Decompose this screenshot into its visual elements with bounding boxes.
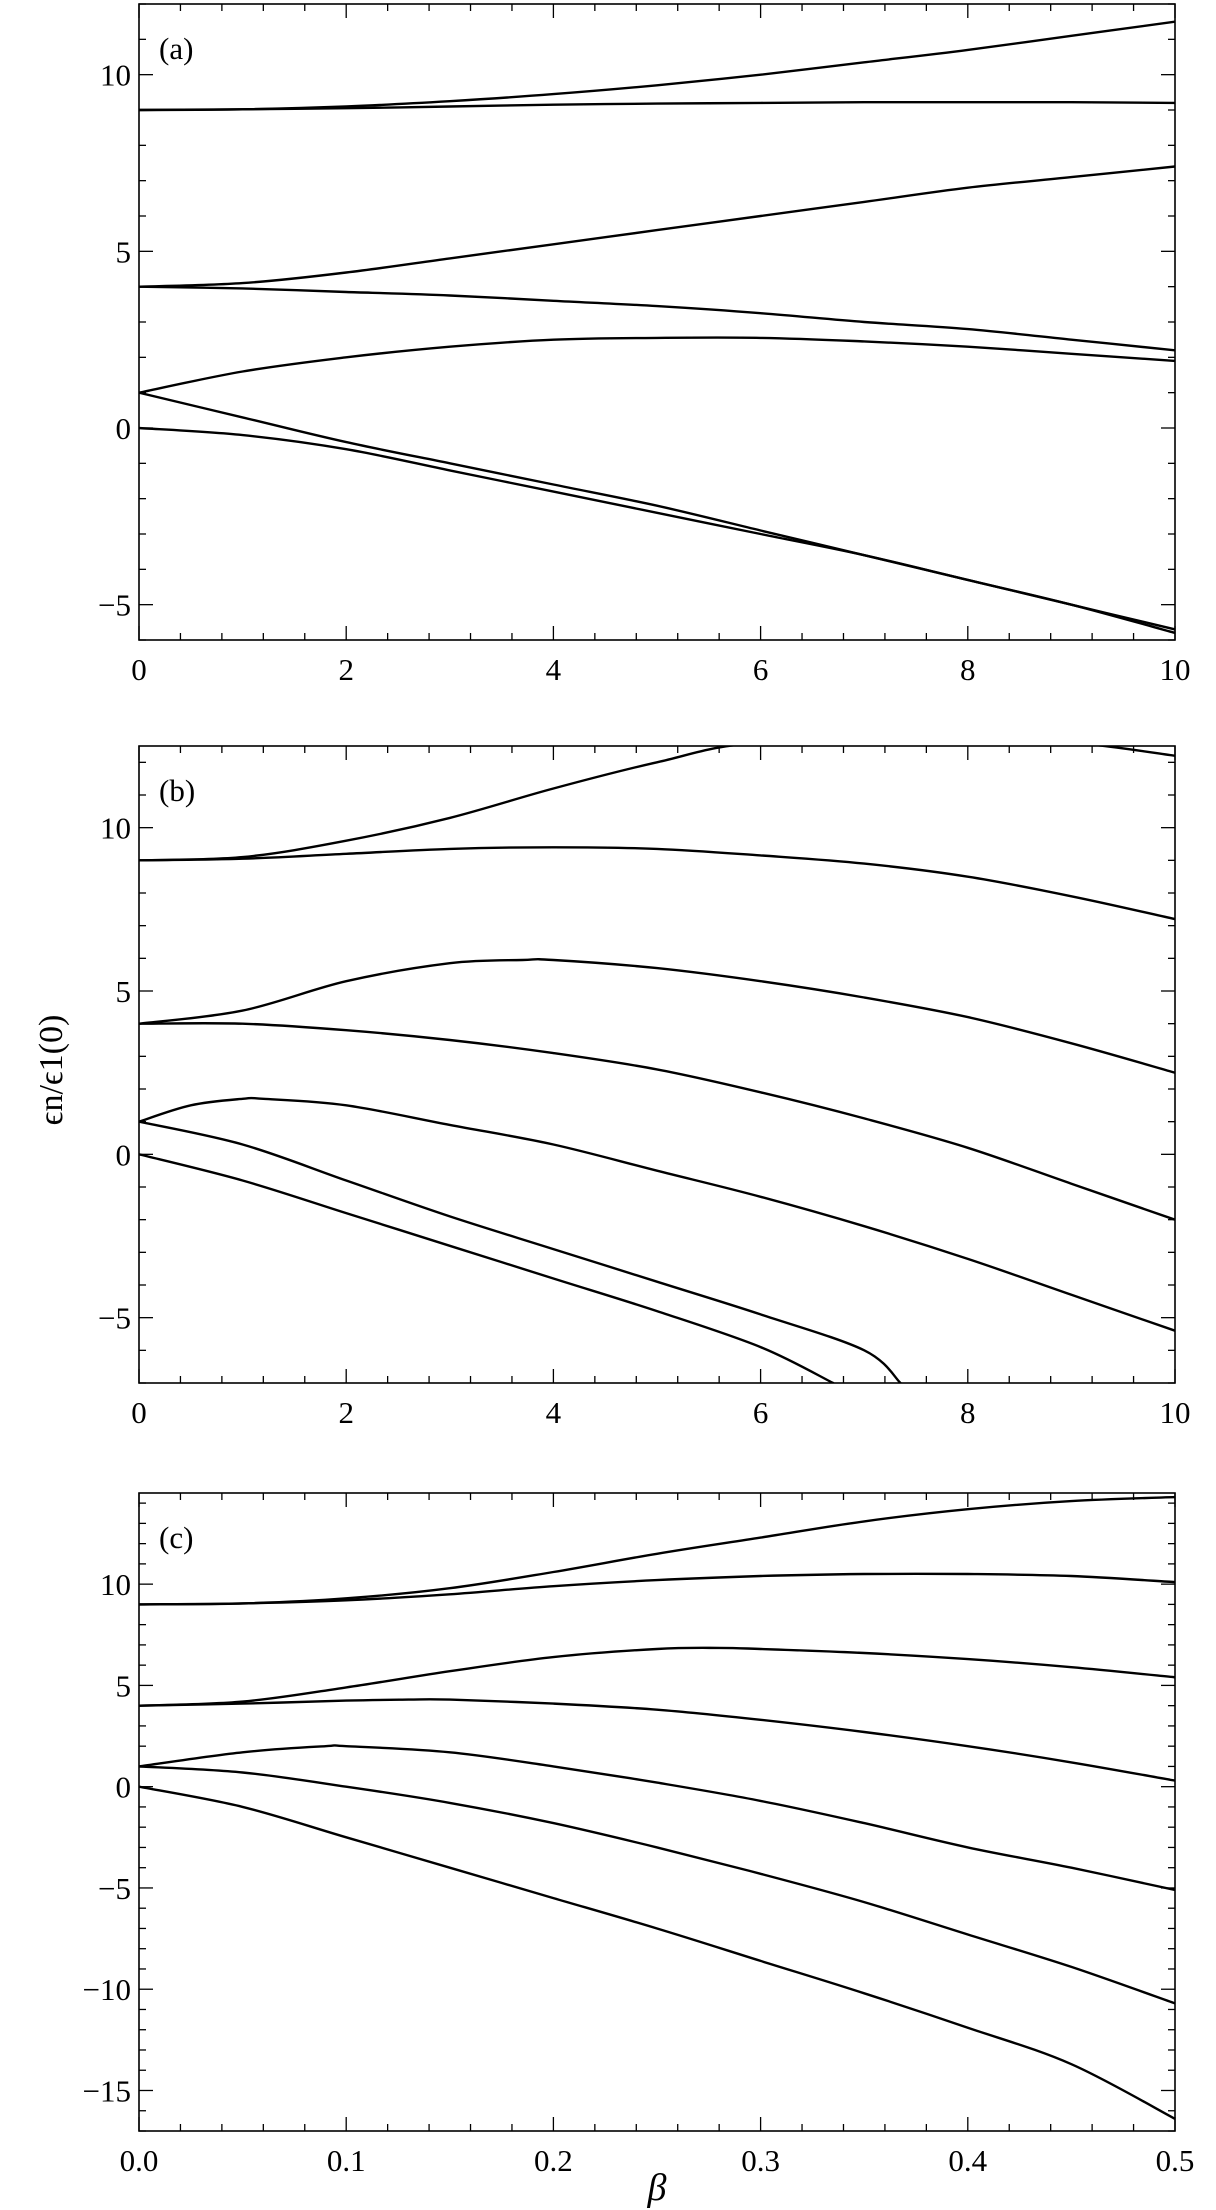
y-tick-label: 10 <box>100 811 131 846</box>
x-tick-label: 0.4 <box>948 2143 987 2178</box>
series-line <box>139 1096 1175 1332</box>
panel-tag: (a) <box>159 31 193 66</box>
x-tick-label: 2 <box>338 1395 354 1430</box>
y-axis-label: ϵn/ϵ1(0) <box>33 1015 70 1126</box>
x-tick-label: 0.5 <box>1156 2143 1195 2178</box>
y-tick-label: 5 <box>116 1668 132 1703</box>
y-tick-label: 5 <box>116 234 132 269</box>
x-tick-label: 0 <box>131 652 147 687</box>
y-tick-label: −10 <box>83 1972 131 2007</box>
series-line <box>139 1744 1175 1892</box>
series-line <box>139 1698 1175 1782</box>
x-tick-label: 0.2 <box>534 2143 573 2178</box>
x-tick-label: 6 <box>753 652 769 687</box>
series-line <box>139 1572 1175 1606</box>
x-tick-label: 4 <box>546 652 562 687</box>
series-line <box>139 1646 1175 1707</box>
panel-tag: (b) <box>159 773 195 808</box>
series-line <box>139 20 1175 112</box>
y-tick-label: 10 <box>100 58 131 93</box>
x-tick-label: 8 <box>960 652 976 687</box>
series-line <box>139 1153 835 1383</box>
x-tick-label: 10 <box>1160 652 1191 687</box>
x-tick-label: 10 <box>1160 1395 1191 1430</box>
panel-tag: (c) <box>159 1520 193 1555</box>
x-tick-label: 8 <box>960 1395 976 1430</box>
x-tick-label: 6 <box>753 1395 769 1430</box>
x-tick-label: 0.3 <box>741 2143 780 2178</box>
y-tick-label: 5 <box>116 974 132 1009</box>
series-line <box>139 746 1175 862</box>
x-tick-label: 0.0 <box>120 2143 159 2178</box>
series-line <box>139 391 1175 631</box>
x-tick-label: 0.1 <box>327 2143 366 2178</box>
y-tick-label: −5 <box>98 588 131 623</box>
series-line <box>139 1120 902 1383</box>
panel-c: 0.0 0.1 0.2 0.3 0.4 0.5 −15 −10 −5 0 5 10 (c) <box>83 1492 1195 2178</box>
series-line <box>139 1765 1175 2005</box>
panel-b: 0 2 4 6 8 10 −5 0 5 10 (b) <box>98 745 1191 1430</box>
y-tick-label: 0 <box>116 1770 132 1805</box>
plot-frame <box>138 3 1176 641</box>
series-line <box>139 1785 1175 2120</box>
y-tick-label: 0 <box>116 1137 132 1172</box>
y-tick-label: 0 <box>116 411 132 446</box>
y-tick-label: −15 <box>83 2073 131 2108</box>
series-line <box>139 1495 1175 1606</box>
series-line <box>139 336 1175 394</box>
x-tick-label: 0 <box>131 1395 147 1430</box>
series-line <box>139 846 1175 921</box>
x-tick-label: 4 <box>546 1395 562 1430</box>
series-line <box>139 1022 1175 1221</box>
series-line <box>139 285 1175 352</box>
series-line <box>139 958 1175 1074</box>
series-line <box>139 165 1175 288</box>
x-tick-label: 2 <box>338 652 354 687</box>
series-line <box>139 426 1175 635</box>
y-tick-label: 10 <box>100 1567 131 1602</box>
plot-frame <box>138 1492 1176 2132</box>
x-axis-label: β <box>647 2167 667 2209</box>
y-tick-label: −5 <box>98 1871 131 1906</box>
plot-frame <box>138 745 1176 1384</box>
y-tick-label: −5 <box>98 1301 131 1336</box>
